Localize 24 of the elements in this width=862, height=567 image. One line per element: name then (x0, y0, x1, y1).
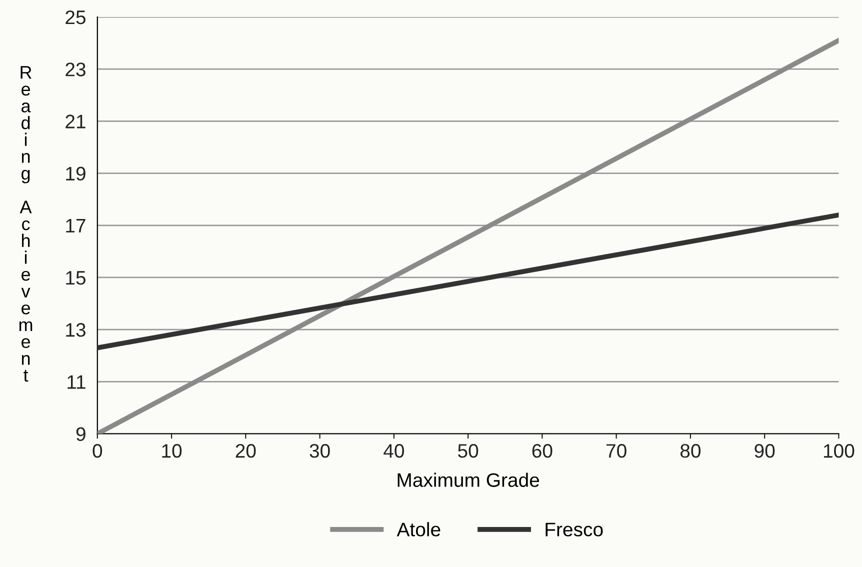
y-tick-label: 13 (66, 323, 86, 337)
x-tick-label: 70 (606, 444, 626, 458)
x-tick-label: 100 (824, 444, 854, 458)
text: Reading Achievement (19, 66, 32, 382)
y-tick-label: 15 (66, 271, 86, 285)
x-tick-label: 20 (236, 444, 256, 458)
x-tick-label: 0 (92, 444, 102, 458)
x-tick-label: 50 (458, 444, 478, 458)
x-tick-label: 80 (680, 444, 701, 458)
y-tick-label: 17 (66, 219, 86, 232)
x-tick-label: 30 (310, 444, 330, 458)
y-tick-label: 9 (76, 427, 86, 441)
x-tick-label: 40 (384, 444, 404, 458)
x-tick-label: 10 (162, 444, 182, 458)
y-tick-label: 25 (66, 10, 86, 24)
x-axis-title: Maximum Grade (398, 472, 540, 487)
y-tick-label: 19 (66, 166, 86, 181)
legend-label: Atole (396, 522, 440, 536)
y-tick-label: 11 (68, 375, 86, 389)
x-tick-label: 90 (754, 444, 775, 458)
legend-label: Fresco (546, 522, 603, 536)
x-tick-label: 60 (532, 444, 552, 458)
y-tick-label: 23 (66, 62, 86, 76)
y-tick-label: 21 (66, 114, 86, 128)
